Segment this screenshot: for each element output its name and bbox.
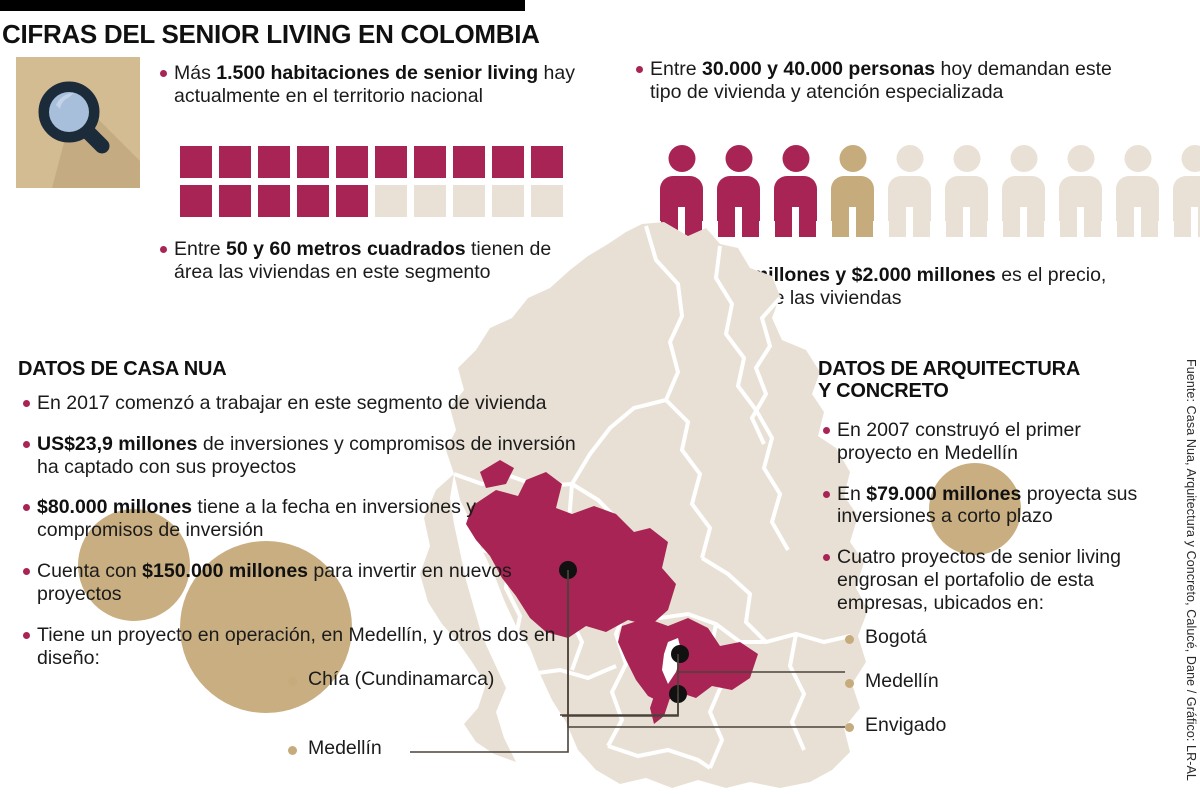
square-cell [414, 185, 446, 217]
person-icon [886, 145, 933, 237]
right-city-medelln: Medellín [845, 670, 946, 693]
map-marker-chia [669, 685, 687, 703]
left-section-heading: DATOS DE CASA NUA [18, 358, 227, 380]
square-cell [531, 185, 563, 217]
person-icon [772, 145, 819, 237]
square-cell [531, 146, 563, 178]
page-title: CIFRAS DEL SENIOR LIVING EN COLOMBIA [2, 19, 540, 49]
left-city-chia: Chía (Cundinamarca) [288, 668, 494, 691]
magnifier-tile [16, 57, 140, 188]
right-section-heading: DATOS DE ARQUITECTURA Y CONCRETO [818, 358, 1080, 403]
map-marker-bogota [671, 645, 689, 663]
square-cell [258, 185, 290, 217]
person-icon [1000, 145, 1047, 237]
decor-circle-small-left [78, 509, 190, 621]
left-bullet-0: En 2017 comenzó a trabajar en este segme… [22, 392, 592, 415]
right-city-list: Bogotá Medellín Envigado [845, 626, 946, 758]
right-bullet-2: Cuatro proyectos de senior living engros… [822, 546, 1142, 614]
right-city-bogot: Bogotá [845, 626, 946, 649]
person-icon [1057, 145, 1104, 237]
person-icon [1114, 145, 1161, 237]
right-bullet-1: En $79.000 millones proyecta sus inversi… [822, 483, 1142, 529]
square-cell [180, 146, 212, 178]
square-cell [219, 185, 251, 217]
square-cell [258, 146, 290, 178]
title-rule [0, 0, 525, 11]
square-cell [492, 185, 524, 217]
square-cell [336, 185, 368, 217]
left-city-chia-label: Chía (Cundinamarca) [308, 668, 495, 690]
square-cell [297, 185, 329, 217]
left-bullet-1: US$23,9 millones de inversiones y compro… [22, 433, 592, 479]
bullet-demand: Entre 30.000 y 40.000 personas hoy deman… [635, 58, 1115, 104]
person-icon [715, 145, 762, 237]
bullet-rooms: Más 1.500 habitaciones de senior living … [159, 62, 579, 108]
squares-pictogram [180, 146, 563, 217]
left-city-medellin: Medellín [288, 737, 382, 760]
top-left-bullets-lower: Entre 50 y 60 metros cuadrados tienen de… [159, 238, 579, 293]
left-bullet-3: Cuenta con $150.000 millones para invert… [22, 560, 592, 606]
decor-circle-right [929, 463, 1021, 555]
people-pictogram [658, 145, 1200, 237]
square-cell [453, 146, 485, 178]
right-heading-line1: DATOS DE ARQUITECTURA [818, 358, 1081, 380]
person-icon [1171, 145, 1200, 237]
right-heading-line2: Y CONCRETO [818, 380, 949, 403]
square-cell [414, 146, 446, 178]
square-cell [492, 146, 524, 178]
person-icon [829, 145, 876, 237]
left-city-medellin-label: Medellín [308, 737, 382, 759]
left-bullet-4: Tiene un proyecto en operación, en Medel… [22, 624, 592, 670]
left-section-bullets: En 2017 comenzó a trabajar en este segme… [22, 392, 592, 687]
square-cell [297, 146, 329, 178]
top-right-bullets: Entre 30.000 y 40.000 personas hoy deman… [635, 58, 1115, 113]
left-bullet-2: $80.000 millones tiene a la fecha en inv… [22, 496, 592, 542]
person-icon [943, 145, 990, 237]
right-section-bullets: En 2007 construyó el primer proyecto en … [822, 419, 1142, 633]
square-cell [219, 146, 251, 178]
square-cell [453, 185, 485, 217]
square-cell [375, 185, 407, 217]
square-cell [336, 146, 368, 178]
top-left-bullets: Más 1.500 habitaciones de senior living … [159, 62, 579, 117]
decor-circle-large-left [180, 541, 352, 713]
magnifying-glass-icon [38, 81, 140, 188]
square-cell [375, 146, 407, 178]
right-bullet-0: En 2007 construyó el primer proyecto en … [822, 419, 1142, 465]
person-icon [658, 145, 705, 237]
right-city-envigado: Envigado [845, 714, 946, 737]
squares-row [180, 146, 563, 178]
source-credit: Fuente: Casa Nua, Arquitectura y Concret… [1184, 359, 1198, 781]
square-cell [180, 185, 212, 217]
bullet-area: Entre 50 y 60 metros cuadrados tienen de… [159, 238, 579, 284]
squares-row [180, 185, 563, 217]
